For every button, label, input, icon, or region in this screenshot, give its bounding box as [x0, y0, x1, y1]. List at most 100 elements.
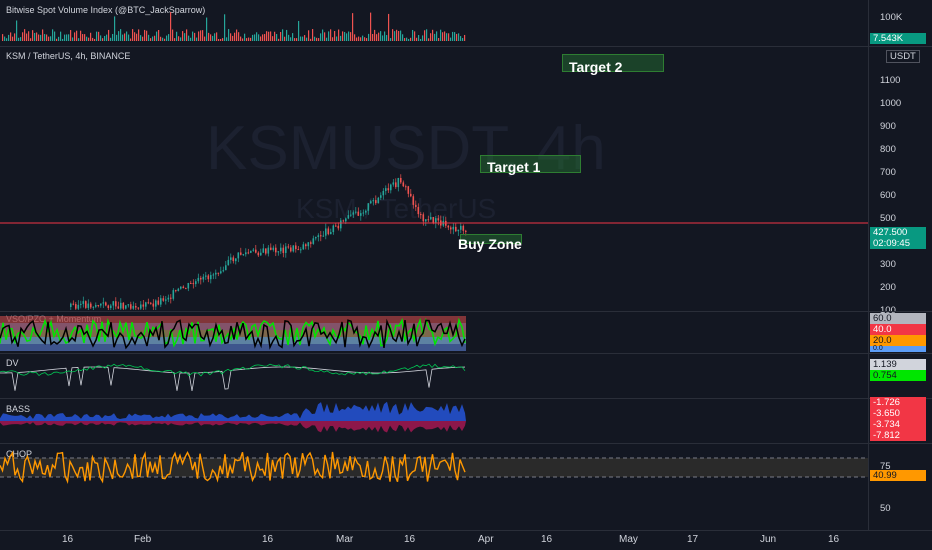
volume-bar	[244, 33, 246, 41]
time-tick: Mar	[336, 534, 354, 545]
candle-body	[360, 213, 362, 216]
volume-bar	[250, 37, 252, 41]
candle-body	[335, 225, 337, 227]
time-tick: 17	[687, 534, 699, 545]
candle-body	[422, 214, 425, 222]
volume-bar	[86, 36, 88, 41]
candle-body	[245, 252, 247, 255]
candle-body	[287, 246, 290, 248]
volume-bar	[264, 34, 266, 41]
chop-band	[0, 458, 868, 477]
volume-bar	[462, 38, 464, 41]
volume-badge: 7.543K	[870, 33, 926, 44]
volume-bar	[88, 37, 90, 41]
candle-body	[280, 247, 282, 252]
chop-pane[interactable]: CHOP	[0, 444, 868, 530]
volume-bar	[290, 37, 292, 41]
dv-pane[interactable]: DV	[0, 354, 868, 397]
volume-bar	[180, 37, 182, 41]
volume-bar	[116, 34, 118, 41]
volume-bar	[234, 32, 236, 41]
vso-pane[interactable]: VSO/PZO + Momentum	[0, 312, 868, 352]
candle-body	[215, 272, 217, 275]
volume-bar	[148, 34, 150, 41]
volume-bar	[384, 31, 386, 41]
volume-bar	[226, 37, 228, 41]
target-2-zone[interactable]	[562, 54, 664, 72]
vso-badge-60: 60.0	[870, 313, 926, 324]
candle-body	[230, 257, 232, 260]
target-1-label: Target 1	[487, 159, 541, 175]
price-axis[interactable]	[868, 0, 932, 530]
volume-bar	[342, 31, 344, 41]
candle-body	[392, 182, 395, 185]
candle-body	[460, 225, 462, 230]
volume-bar	[72, 37, 74, 41]
volume-bar	[270, 31, 272, 41]
volume-bar	[156, 31, 158, 41]
volume-bar	[318, 38, 320, 41]
volume-bar	[368, 33, 370, 41]
volume-bar	[114, 16, 116, 41]
candle-body	[320, 235, 322, 237]
vso-badge-40: 40.0	[870, 324, 926, 335]
volume-bar	[336, 36, 338, 41]
candle-body	[87, 303, 90, 308]
candle-body	[232, 257, 235, 262]
candle-body	[152, 303, 155, 307]
candle-body	[347, 215, 350, 219]
candle-body	[140, 304, 142, 309]
volume-bar	[64, 34, 66, 41]
candle-body	[322, 235, 325, 237]
volume-bar	[442, 32, 444, 41]
volume-bar	[140, 35, 142, 41]
bass-series	[0, 401, 466, 433]
candle-body	[255, 249, 257, 253]
time-tick: 16	[62, 534, 74, 545]
candle-body	[272, 247, 275, 250]
volume-bar	[146, 30, 148, 41]
volume-bar	[40, 34, 42, 41]
volume-bar	[164, 38, 166, 41]
buy-zone[interactable]	[460, 234, 522, 244]
main-chart-pane[interactable]: KSM / TetherUS, 4h, BINANCE KSMUSDT, 4h …	[0, 47, 868, 310]
chop-line	[0, 450, 466, 484]
candle-body	[277, 251, 280, 253]
volume-bar	[8, 34, 10, 41]
countdown-badge: 02:09:45	[870, 238, 926, 249]
volume-bar	[220, 38, 222, 41]
volume-bar	[286, 29, 288, 41]
candle-body	[260, 252, 262, 256]
volume-bar	[450, 37, 452, 41]
volume-bar	[124, 33, 126, 41]
volume-bar	[94, 38, 96, 41]
volume-pane[interactable]: Bitwise Spot Volume Index (@BTC_JackSpar…	[0, 0, 868, 45]
volume-bar	[200, 30, 202, 41]
volume-bar	[248, 37, 250, 41]
candle-body	[237, 252, 240, 259]
candle-body	[267, 247, 270, 254]
volume-bar	[182, 31, 184, 41]
candle-body	[415, 204, 417, 208]
candle-body	[297, 249, 300, 251]
candle-body	[200, 277, 202, 280]
candle-body	[170, 297, 172, 299]
candle-body	[205, 275, 207, 277]
volume-bar	[396, 29, 398, 41]
volume-bar	[306, 37, 308, 41]
bass-pane[interactable]: BASS	[0, 399, 868, 442]
target-1-zone[interactable]	[480, 155, 581, 173]
dv-badge-1: 1.139	[870, 359, 926, 370]
candle-body	[120, 302, 122, 309]
volume-bar	[280, 31, 282, 41]
candle-body	[405, 186, 407, 188]
volume-bar	[108, 29, 110, 41]
volume-bar	[170, 12, 172, 41]
volume-bar	[110, 37, 112, 41]
candlestick-series	[0, 174, 868, 310]
candle-body	[385, 188, 387, 191]
volume-bar	[12, 36, 14, 41]
candle-body	[452, 226, 455, 230]
volume-bar	[54, 31, 56, 41]
time-tick: Apr	[478, 534, 494, 545]
